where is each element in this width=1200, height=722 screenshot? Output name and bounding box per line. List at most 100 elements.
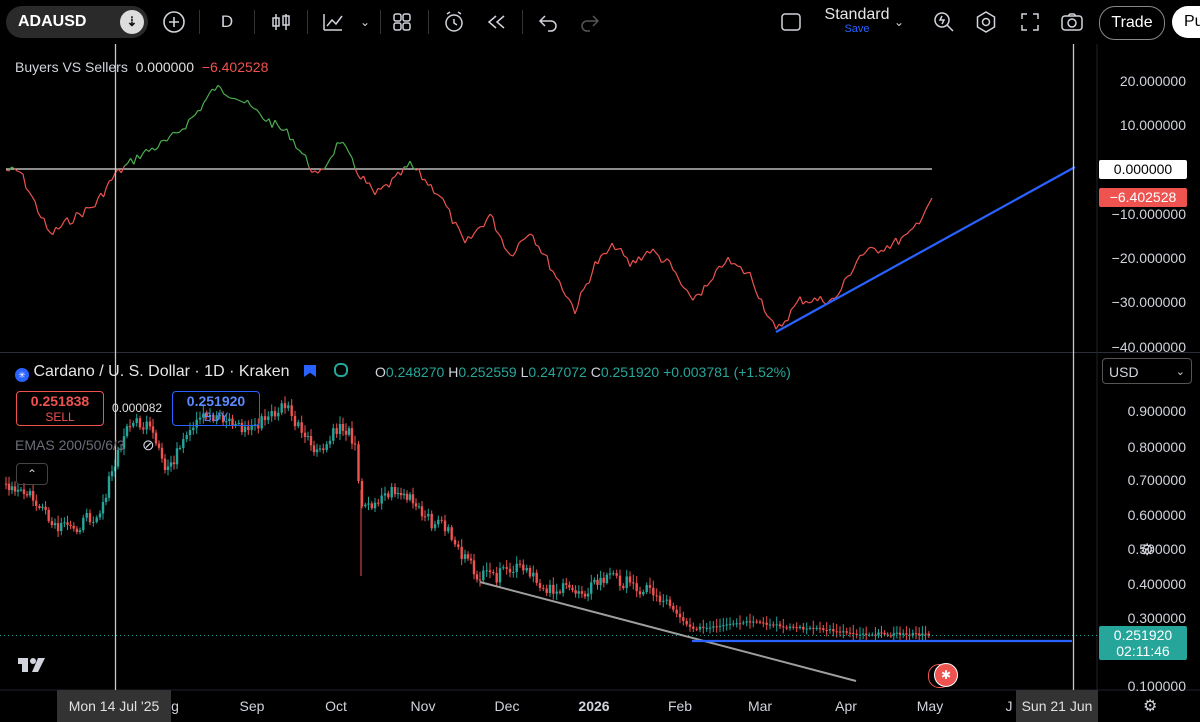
indicator-segment [793,301,798,307]
indicator-segment [412,167,417,171]
time-axis-label: Dec [494,698,520,714]
indicator-segment [188,116,193,121]
indicator-segment [749,272,754,283]
indicator-axis-label: −20.000000 [1111,250,1186,266]
compare-icon[interactable]: ⇣ [120,10,144,34]
us-flag-icon[interactable]: ✱ [934,663,958,687]
indicator-segment [828,297,833,302]
indicator-segment [772,321,777,330]
alert-icon[interactable] [440,6,468,38]
candle-body [309,436,313,446]
candle-body [685,620,688,625]
camera-icon[interactable] [1058,6,1086,38]
divider [307,10,308,34]
flag-icon[interactable] [304,365,316,377]
candle-body [72,525,75,529]
fullscreen-icon[interactable] [1016,6,1044,38]
candle-body [668,599,672,606]
candle-body [642,592,645,595]
replay-icon[interactable] [482,6,510,38]
indicator-legend[interactable]: Buyers VS Sellers 0.000000 −6.402528 [15,59,268,75]
candle-body [695,628,698,630]
candle-body [712,626,715,628]
candle-body [775,624,778,626]
indicator-segment [262,118,267,122]
indicator-axis-label: −10.000000 [1111,206,1186,222]
candles-icon[interactable] [266,6,296,38]
candle-body [423,516,427,518]
candle-body [417,506,421,508]
trade-button[interactable]: Trade [1099,6,1165,40]
candle-body [590,582,593,594]
market-status-icon[interactable] [334,363,349,377]
indicator-segment [492,216,497,231]
indicator-segment [577,292,582,306]
low-label: L [520,364,529,380]
sell-button[interactable]: 0.251838 SELL [16,391,104,426]
candle-body [396,493,400,495]
time-axis-settings-icon[interactable]: ⚙ [1143,698,1158,715]
price-legend[interactable]: ✳ Cardano / U. S. Dollar · 1D · Kraken [15,363,349,382]
chevron-down-icon[interactable]: ⌄ [893,15,905,29]
candle-body [300,422,303,433]
save-label[interactable]: Save [844,23,870,35]
axis-settings-icon[interactable]: ⚙ [1140,542,1155,559]
collapse-legend-icon[interactable]: ⌃ [16,463,48,485]
indicator-segment [19,171,24,175]
ema-legend[interactable]: EMAS 200/50/6/3 [15,437,125,453]
candle-body [318,448,322,450]
chart-canvas[interactable] [0,44,1200,722]
descending-trendline[interactable] [479,581,857,682]
logo-icon[interactable] [18,658,45,672]
indicator-trendline[interactable] [775,166,1076,333]
indicator-segment [394,171,399,177]
candle-body [13,486,17,492]
layout-icon[interactable] [778,6,804,38]
interval-button[interactable]: D [220,12,234,31]
indicator-segment [718,265,723,268]
ema-label: EMAS 200/50/6/3 [15,437,125,453]
indicator-segment [458,227,463,236]
candle-body [175,448,179,465]
indicator-segment [588,272,593,283]
publish-button[interactable]: Pu [1172,6,1200,38]
indicator-segment [565,295,570,300]
buy-button[interactable]: 0.251920 BUY [172,391,260,426]
redo-icon[interactable] [576,6,604,38]
layout-name[interactable]: Standard Save [817,6,897,38]
candle-body [877,632,880,636]
candle-body [107,476,111,498]
candle-body [393,487,397,495]
templates-icon[interactable] [388,6,416,38]
hidden-eye-icon[interactable]: ⊘ [142,437,155,454]
candle-body [234,423,237,426]
symbol-search[interactable]: ADAUSD ⇣ [6,6,148,38]
candle-body [702,626,705,628]
candle-body [63,522,66,524]
candle-body [185,435,188,440]
candle-body [169,462,173,467]
indicator-segment [383,183,387,187]
indicator-segment [746,271,751,274]
indicator-segment [558,280,564,291]
add-icon[interactable] [160,6,188,38]
candle-body [802,626,805,630]
candle-body [10,486,14,491]
quick-search-icon[interactable] [930,6,958,38]
indicator-segment [97,192,102,199]
candle-body [552,584,555,594]
chevron-down-icon[interactable]: ⌄ [359,15,371,29]
indicators-icon[interactable] [318,6,348,38]
indicator-segment [769,318,774,322]
undo-icon[interactable] [534,6,562,38]
indicator-segment [256,109,261,115]
currency-select[interactable]: USD ⌄ [1102,358,1192,384]
candle-body [260,416,263,429]
indicator-segment [69,222,74,225]
settings-icon[interactable] [972,6,1000,38]
candle-body [675,609,678,614]
candle-body [722,625,725,627]
indicator-segment [448,209,454,224]
candle-body [420,506,424,517]
candle-body [788,626,792,628]
